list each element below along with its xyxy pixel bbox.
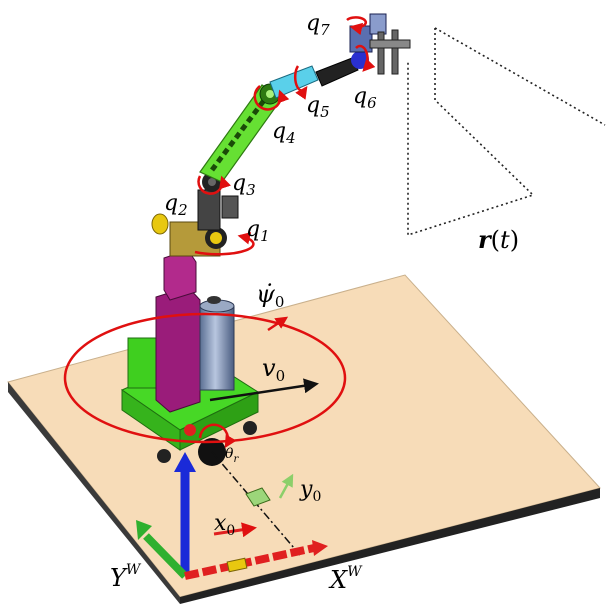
rotation-q5 xyxy=(293,65,308,100)
label-q3: q3 xyxy=(232,171,256,199)
green-arm xyxy=(199,83,283,183)
world-origin-box xyxy=(226,557,248,573)
cylinder-cap xyxy=(207,296,221,304)
black-link xyxy=(315,57,359,87)
wheel-right xyxy=(243,421,257,435)
magenta-tower xyxy=(155,249,201,413)
rotation-q7 xyxy=(346,16,368,36)
floor-platform xyxy=(7,274,601,604)
rotation-q4 xyxy=(253,84,290,111)
label-XW: XW xyxy=(328,564,363,594)
joint-q4-disc-inner xyxy=(266,90,274,98)
label-rt: r(t) xyxy=(478,225,519,254)
local-frame xyxy=(213,473,294,538)
gripper-finger-1 xyxy=(377,31,385,75)
rotation-indicators xyxy=(63,16,376,449)
motor-q3 xyxy=(221,195,239,219)
gripper-finger-2 xyxy=(391,29,399,75)
base-sensor xyxy=(184,424,196,436)
label-q2: q2 xyxy=(164,191,188,219)
label-q5: q5 xyxy=(306,93,330,121)
platform-front-edge xyxy=(8,382,180,604)
cylinder-body xyxy=(199,305,235,391)
rotation-q6 xyxy=(355,44,376,72)
wrist-link xyxy=(269,13,411,99)
magenta-body xyxy=(155,286,201,413)
world-x-arrowhead xyxy=(312,540,328,556)
magenta-upper xyxy=(163,249,197,301)
joint-q1-disc-inner xyxy=(210,232,222,244)
world-y-axis xyxy=(143,533,188,579)
y0-arrow xyxy=(278,473,294,499)
velocity-v0-arrow xyxy=(209,378,319,402)
base-rotation-ellipse xyxy=(63,312,347,444)
platform-right-edge xyxy=(180,488,600,604)
label-YW: YW xyxy=(110,562,142,592)
world-y-arrowhead xyxy=(136,520,152,540)
base-rotation-arrowhead xyxy=(267,316,289,332)
cylinder-unit xyxy=(199,296,235,391)
label-q4: q4 xyxy=(272,119,296,147)
green-link-stripe xyxy=(209,93,271,172)
x0-arrow xyxy=(213,522,257,538)
label-psi-dot: ψ̇0 xyxy=(256,280,284,311)
local-frame-square xyxy=(245,487,271,507)
rotation-q1 xyxy=(194,232,255,256)
platform-top xyxy=(7,274,601,598)
world-x-axis xyxy=(184,544,315,580)
trajectory-path xyxy=(407,27,606,237)
label-q7: q7 xyxy=(306,11,330,39)
rotation-q3 xyxy=(197,175,231,195)
trajectory-dotted-line xyxy=(434,27,606,126)
gripper-plate xyxy=(369,39,411,49)
label-q1: q1 xyxy=(246,217,270,245)
shoulder-assembly xyxy=(151,172,239,257)
wheel-left xyxy=(157,449,171,463)
label-q6: q6 xyxy=(353,84,377,112)
gripper-body xyxy=(349,25,373,53)
rotation-theta xyxy=(198,423,237,449)
trajectory-dotted-triangle xyxy=(407,28,535,237)
world-frame xyxy=(136,452,328,580)
world-z-arrowhead xyxy=(174,452,196,472)
joint-q2-yellow xyxy=(151,213,169,235)
joint-q3-disc-inner xyxy=(208,178,216,186)
gripper-top xyxy=(369,13,387,35)
upper-link xyxy=(197,189,221,231)
